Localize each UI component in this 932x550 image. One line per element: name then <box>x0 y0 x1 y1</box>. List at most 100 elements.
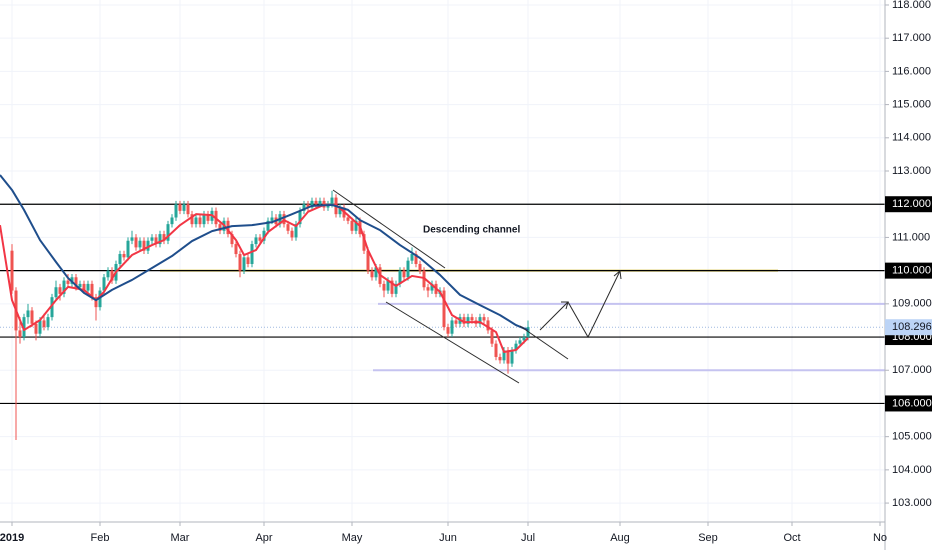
level-label: 112.000 <box>892 198 931 210</box>
candle-body <box>442 290 446 328</box>
candle-body <box>250 244 254 264</box>
candle-body <box>482 317 486 321</box>
candle-body <box>46 317 50 328</box>
candle-body <box>306 204 310 208</box>
y-tick-label: 113.000 <box>892 165 931 177</box>
candle-body <box>270 217 274 221</box>
candle-body <box>74 277 78 288</box>
candle-body <box>42 320 46 328</box>
candle-body <box>242 257 246 271</box>
candle-body <box>234 244 238 255</box>
candle-body <box>186 204 190 215</box>
drawings <box>332 189 622 384</box>
arrow-head <box>613 270 622 280</box>
candle-body <box>78 283 82 288</box>
y-tick-label: 103.000 <box>892 497 932 509</box>
candle-body <box>66 280 70 284</box>
candle-body <box>102 277 106 291</box>
channel-projection <box>519 325 569 360</box>
level-label-box <box>885 262 932 279</box>
candle-body <box>218 224 222 231</box>
candle-body <box>398 270 402 284</box>
level-label-box <box>885 196 932 213</box>
x-tick-label: Sep <box>698 532 718 544</box>
candle-body <box>86 283 90 291</box>
x-tick-label: Mar <box>171 532 190 544</box>
last-price-label: 108.296 <box>892 321 932 333</box>
channel-upper <box>332 189 446 269</box>
candle-body <box>50 297 54 318</box>
candle-body <box>286 224 290 231</box>
last-price-box <box>885 319 932 336</box>
candle-body <box>98 290 102 308</box>
y-tick-label: 104.000 <box>892 464 932 476</box>
y-tick-label: 109.000 <box>892 298 932 310</box>
y-tick-label: 114.000 <box>892 132 931 144</box>
y-tick-label: 116.000 <box>892 65 931 77</box>
candle-body <box>362 234 366 251</box>
x-tick-label: 2019 <box>0 532 24 544</box>
candle-body <box>174 204 178 218</box>
candle-body <box>426 287 430 291</box>
candle-body <box>58 287 62 294</box>
candle-body <box>134 237 138 248</box>
candle-body <box>246 257 250 264</box>
candle-body <box>162 234 166 241</box>
candle-body <box>410 254 414 261</box>
candle-body <box>366 250 370 271</box>
candle-body <box>406 260 410 278</box>
candle-body <box>330 197 334 205</box>
candle-body <box>450 320 454 334</box>
candle-body <box>466 317 470 324</box>
candle-body <box>150 237 154 241</box>
candle-body <box>118 254 122 264</box>
candle-body <box>294 224 298 238</box>
candle-body <box>446 327 450 334</box>
candle-body <box>478 317 482 324</box>
candle-body <box>146 240 150 251</box>
candle-body <box>470 317 474 321</box>
x-tick-label: Aug <box>610 532 630 544</box>
candle-body <box>502 350 506 361</box>
candle-body <box>230 234 234 245</box>
levels <box>0 203 885 405</box>
candle-body <box>106 270 110 278</box>
level-label-box <box>885 395 932 412</box>
candle-body <box>494 343 498 357</box>
candle-body <box>198 217 202 225</box>
level-label: 106.000 <box>892 397 932 409</box>
candle-body <box>290 230 294 238</box>
candle-body <box>338 207 342 215</box>
x-tick-label: Jul <box>521 532 535 544</box>
candle-body <box>414 254 418 264</box>
candle-body <box>62 280 66 294</box>
candle-body <box>298 210 302 225</box>
candle-body <box>138 240 142 248</box>
candle-body <box>258 237 262 241</box>
candle-body <box>454 320 458 324</box>
candle-body <box>38 320 42 334</box>
candle-body <box>170 217 174 225</box>
candle-body <box>182 204 186 211</box>
candle-body <box>142 240 146 251</box>
candle-body <box>514 343 518 351</box>
candle-body <box>266 220 270 231</box>
candle-body <box>402 270 406 278</box>
candle-body <box>350 220 354 231</box>
candle-body <box>154 237 158 245</box>
candle-body <box>94 297 98 308</box>
candle-body <box>518 340 522 344</box>
y-tick-label: 117.000 <box>892 32 931 44</box>
forecast-path <box>539 270 621 339</box>
candle-body <box>370 270 374 278</box>
y-tick-label: 118.000 <box>892 0 931 11</box>
candle-body <box>346 217 350 221</box>
candle-body <box>22 317 26 338</box>
candle-body <box>318 200 322 205</box>
y-tick-label: 107.000 <box>892 364 932 376</box>
candle-body <box>130 237 134 241</box>
candle-body <box>18 330 22 338</box>
y-tick-label: 115.000 <box>892 99 931 111</box>
